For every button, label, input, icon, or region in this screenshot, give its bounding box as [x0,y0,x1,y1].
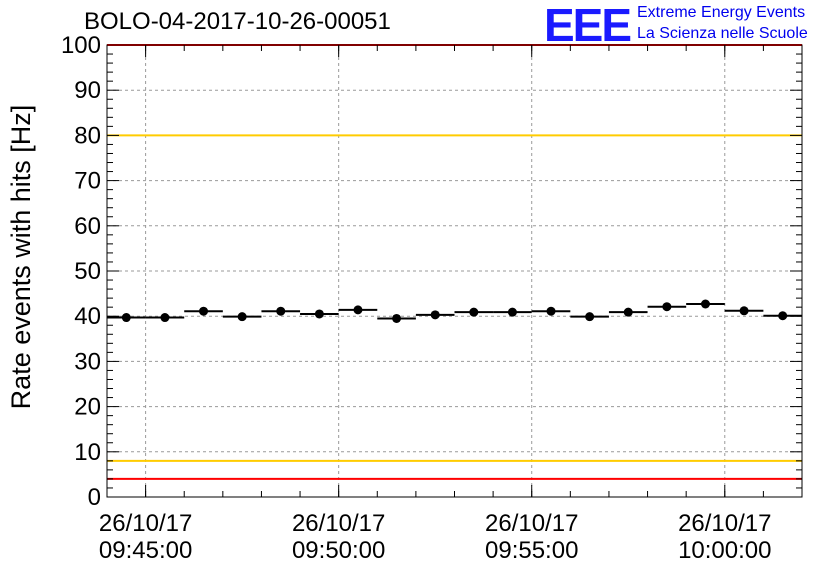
y-tick-label: 90 [74,77,101,104]
data-point [276,306,286,316]
eee-logo-mark: EEE [544,0,632,51]
y-tick-label: 70 [74,168,101,195]
y-tick-label: 10 [74,439,101,466]
data-point [199,306,209,316]
data-point [121,313,131,323]
y-axis-label: Rate events with hits [Hz] [6,105,36,410]
y-tick-label: 30 [74,348,101,375]
logo-line-1: Extreme Energy Events [637,4,806,21]
data-point [623,307,633,317]
x-tick-label-date: 26/10/17 [99,510,192,537]
y-tick-label: 0 [88,484,101,511]
data-point [739,306,749,316]
data-point [353,305,363,315]
chart-title: BOLO-04-2017-10-26-00051 [84,8,391,35]
x-tick-label-time: 09:55:00 [485,537,578,564]
y-tick-label: 40 [74,303,101,330]
y-tick-label: 80 [74,122,101,149]
y-tick-label: 100 [61,32,101,59]
y-tick-label: 20 [74,394,101,421]
data-point [662,302,672,312]
data-point [469,307,479,317]
data-point [237,312,247,322]
data-point [700,299,710,309]
data-point [392,313,402,323]
logo-line-2: La Scienza nelle Scuole [637,25,808,42]
eee-logo: EEE Extreme Energy Events La Scienza nel… [544,0,834,51]
y-tick-label: 60 [74,213,101,240]
x-tick-label-date: 26/10/17 [292,510,385,537]
x-tick-label-date: 26/10/17 [485,510,578,537]
data-point [585,312,595,322]
data-point [160,313,170,323]
data-point [546,306,556,316]
y-tick-label: 50 [74,258,101,285]
data-point [778,311,788,321]
x-tick-label-time: 09:45:00 [99,537,192,564]
data-point [507,307,517,317]
data-point [430,310,440,320]
data-point [314,309,324,319]
x-tick-label-time: 10:00:00 [678,537,771,564]
x-tick-label-date: 26/10/17 [678,510,771,537]
x-tick-label-time: 09:50:00 [292,537,385,564]
